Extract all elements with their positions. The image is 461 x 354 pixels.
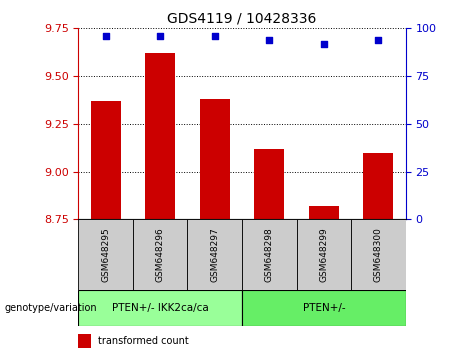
Text: GSM648296: GSM648296 (156, 228, 165, 282)
Point (266, 37, 273, 42)
Bar (145, 53, 175, 219)
Text: transformed count: transformed count (98, 336, 189, 346)
Text: genotype/variation: genotype/variation (5, 303, 97, 313)
Bar (363, 153, 393, 219)
Bar (242, 219, 296, 290)
Point (157, 33, 164, 39)
Text: GSM648299: GSM648299 (319, 228, 328, 282)
Point (375, 37, 382, 42)
Bar (351, 219, 406, 290)
Bar (200, 99, 230, 219)
Point (320, 41, 327, 46)
Text: GSM648298: GSM648298 (265, 228, 274, 282)
Bar (78, 290, 242, 326)
Text: GSM648297: GSM648297 (210, 228, 219, 282)
Bar (133, 219, 188, 290)
Text: PTEN+/-: PTEN+/- (302, 303, 345, 313)
Point (102, 33, 109, 39)
Bar (188, 219, 242, 290)
Bar (254, 149, 284, 219)
Bar (309, 206, 339, 219)
Text: PTEN+/- IKK2ca/ca: PTEN+/- IKK2ca/ca (112, 303, 208, 313)
Bar (91, 101, 121, 219)
Bar (78, 334, 91, 348)
Bar (78, 219, 133, 290)
Title: GDS4119 / 10428336: GDS4119 / 10428336 (167, 12, 317, 26)
Point (211, 33, 219, 39)
Text: GSM648300: GSM648300 (374, 227, 383, 282)
Bar (296, 219, 351, 290)
Bar (242, 290, 406, 326)
Text: GSM648295: GSM648295 (101, 228, 110, 282)
